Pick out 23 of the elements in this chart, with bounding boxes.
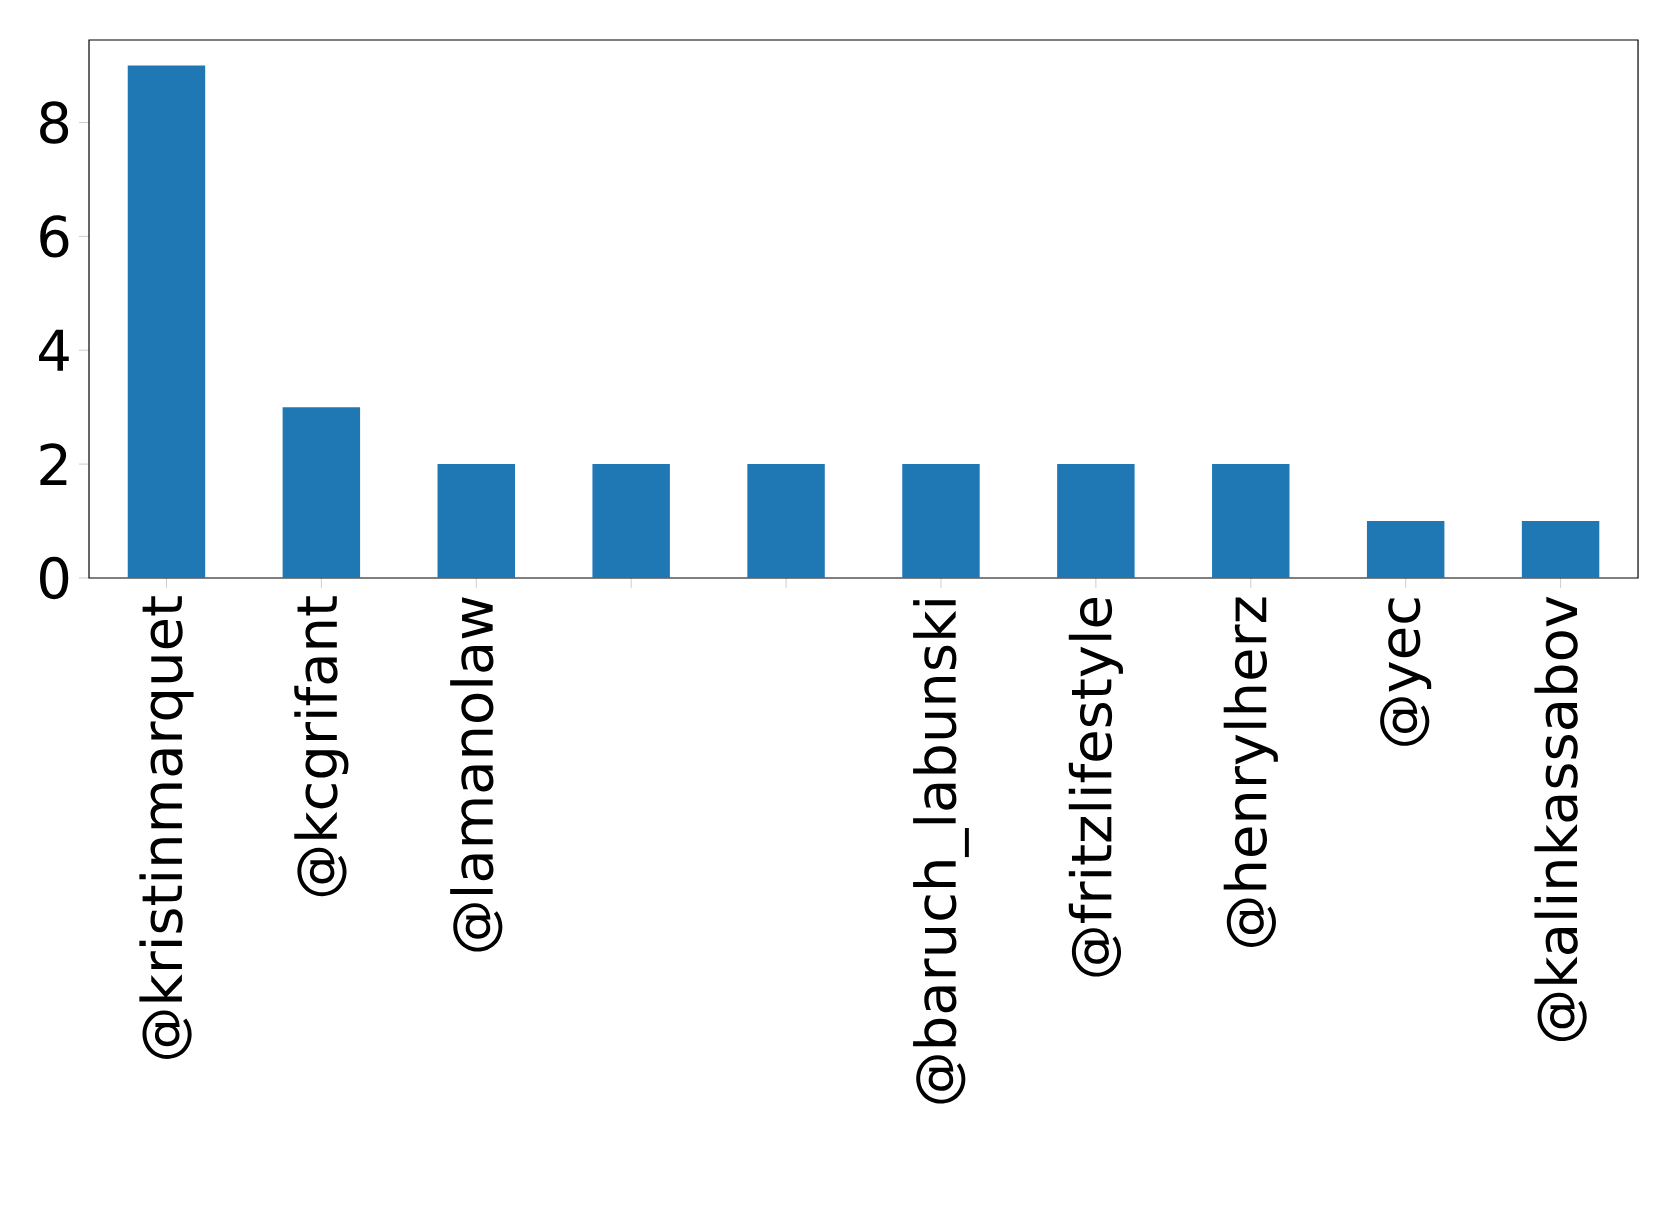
bar — [902, 464, 980, 578]
bar — [437, 464, 515, 578]
bar — [1212, 464, 1290, 578]
bar — [1366, 521, 1445, 578]
y-tick-label: 6 — [40, 215, 69, 258]
y-tick-label: 0 — [40, 556, 69, 600]
bar — [1521, 521, 1600, 578]
bar — [747, 464, 825, 578]
y-tick-label: 2 — [40, 443, 67, 485]
y-tick-label: 4 — [39, 329, 69, 371]
bar — [1057, 464, 1135, 578]
x-tick-label: @fritzlifestyle — [1068, 598, 1123, 977]
x-tick-label: @baruch_labunski — [913, 600, 969, 1104]
x-tick-label: @kristinmarquet — [139, 596, 194, 1059]
bar — [127, 65, 206, 578]
x-tick-label: @henrylherz — [1223, 597, 1278, 947]
x-tick-label: @kalinkassabov — [1534, 596, 1587, 1042]
bar — [592, 464, 670, 578]
bar — [282, 407, 361, 578]
x-tick-label: @lamanolaw — [450, 597, 503, 952]
x-tick-label: @kcgrifant — [294, 596, 349, 897]
y-tick-label: 8 — [40, 101, 69, 144]
x-tick-label: @yec — [1380, 598, 1432, 746]
